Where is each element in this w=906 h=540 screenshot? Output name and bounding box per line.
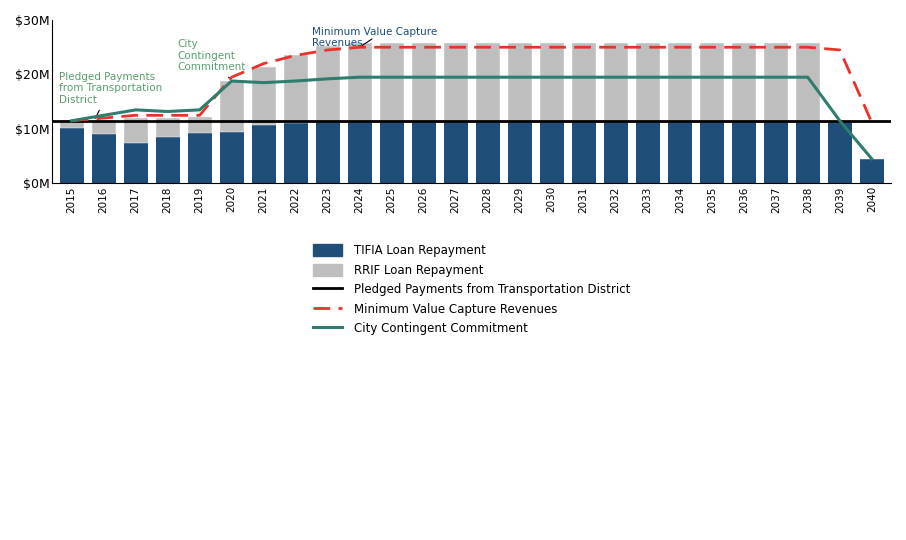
Text: City
Contingent
Commitment: City Contingent Commitment (178, 39, 246, 79)
Bar (60, 123, 83, 128)
Bar (156, 137, 179, 184)
Bar (315, 123, 340, 184)
Bar (123, 143, 148, 184)
Bar (668, 123, 692, 184)
Bar (699, 123, 724, 184)
Bar (764, 123, 788, 184)
Bar (188, 117, 212, 133)
Bar (284, 56, 308, 124)
Bar (476, 43, 500, 123)
Bar (123, 118, 148, 143)
Bar (540, 123, 564, 184)
Bar (795, 123, 820, 184)
Bar (636, 43, 660, 123)
Bar (219, 81, 244, 132)
Bar (699, 43, 724, 123)
Bar (732, 123, 756, 184)
Bar (252, 68, 275, 125)
Bar (284, 124, 308, 184)
Bar (572, 43, 596, 123)
Bar (252, 125, 275, 184)
Legend: TIFIA Loan Repayment, RRIF Loan Repayment, Pledged Payments from Transportation : TIFIA Loan Repayment, RRIF Loan Repaymen… (307, 238, 636, 341)
Bar (636, 123, 660, 184)
Bar (444, 123, 467, 184)
Bar (92, 123, 116, 134)
Bar (795, 43, 820, 123)
Bar (828, 123, 852, 184)
Bar (348, 123, 371, 184)
Bar (764, 43, 788, 123)
Bar (411, 43, 436, 123)
Bar (315, 46, 340, 123)
Bar (732, 43, 756, 123)
Text: Minimum Value Capture
Revenues: Minimum Value Capture Revenues (312, 26, 437, 48)
Bar (380, 43, 404, 123)
Bar (380, 123, 404, 184)
Bar (668, 43, 692, 123)
Bar (92, 134, 116, 184)
Bar (476, 123, 500, 184)
Bar (540, 43, 564, 123)
Bar (860, 159, 883, 184)
Bar (411, 123, 436, 184)
Bar (156, 118, 179, 137)
Bar (348, 43, 371, 123)
Text: Pledged Payments
from Transportation
District: Pledged Payments from Transportation Dis… (59, 72, 162, 118)
Bar (603, 123, 628, 184)
Bar (603, 43, 628, 123)
Bar (188, 133, 212, 184)
Bar (60, 128, 83, 184)
Bar (572, 123, 596, 184)
Bar (444, 43, 467, 123)
Bar (507, 43, 532, 123)
Bar (507, 123, 532, 184)
Bar (219, 132, 244, 184)
